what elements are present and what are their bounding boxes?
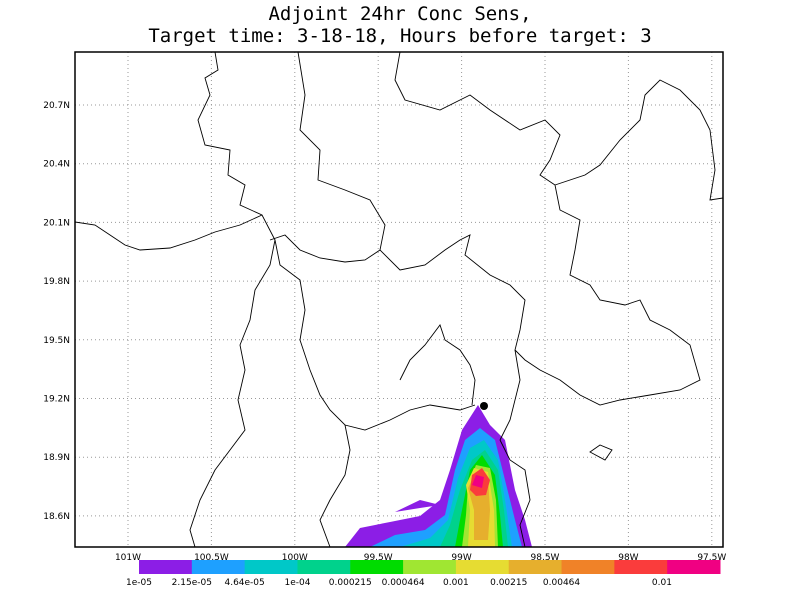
colorbar-label: 0.000464: [382, 578, 425, 588]
colorbar: 1e-05 2.15e-05 4.64e-05 1e-04 0.000215 0.0004…: [126, 560, 721, 588]
lat-tick-label: 18.6N: [43, 512, 70, 522]
colorbar-swatch: [350, 560, 404, 574]
colorbar-swatch: [244, 560, 298, 574]
plume-contour: [472, 475, 484, 488]
lat-tick-label: 18.9N: [43, 453, 70, 463]
state-borders: [75, 52, 723, 547]
colorbar-swatch: [455, 560, 510, 574]
title-line: Target time: 3-18-18, Hours before targe…: [148, 25, 651, 47]
colorbar-label: 1e-05: [126, 578, 152, 588]
title-line: Adjoint 24hr Conc Sens,: [268, 3, 531, 25]
colorbar-label: 1e-04: [284, 578, 310, 588]
colorbar-label: 0.00215: [490, 578, 527, 588]
colorbar-swatch: [191, 560, 246, 574]
colorbar-label: 0.00464: [543, 578, 580, 588]
plume: [345, 405, 532, 547]
lat-tick-label: 20.4N: [43, 160, 70, 170]
grid: [75, 52, 723, 547]
lat-tick-label: 19.2N: [43, 395, 70, 405]
lon-tick-label: 99.5W: [364, 553, 393, 563]
lon-tick-label: 97.5W: [697, 553, 726, 563]
target-marker: [480, 402, 488, 410]
colorbar-swatch: [139, 560, 193, 574]
axis-labels: 20.7N 20.4N 20.1N 19.8N 19.5N 19.2N 18.9N 18.6N…: [43, 101, 726, 563]
colorbar-label: 0.01: [652, 578, 672, 588]
colorbar-swatch: [667, 560, 721, 574]
colorbar-swatch: [614, 560, 668, 574]
colorbar-label: 2.15e-05: [172, 578, 212, 588]
lon-tick-label: 100W: [282, 553, 308, 563]
lon-tick-label: 99W: [451, 553, 471, 563]
lat-tick-label: 20.7N: [43, 101, 70, 111]
colorbar-swatch: [403, 560, 457, 574]
plume-contour: [395, 500, 440, 512]
colorbar-swatch: [561, 560, 615, 574]
colorbar-label: 0.000215: [329, 578, 372, 588]
lon-tick-label: 101W: [115, 553, 141, 563]
colorbar-label: 0.001: [443, 578, 469, 588]
lon-tick-label: 100.5W: [194, 553, 229, 563]
lon-tick-label: 98.5W: [531, 553, 560, 563]
lon-tick-label: 98W: [618, 553, 638, 563]
colorbar-swatch: [508, 560, 563, 574]
colorbar-label: 4.64e-05: [224, 578, 264, 588]
plot-frame: [74, 51, 724, 548]
map-layer: [75, 52, 723, 547]
lat-tick-label: 20.1N: [43, 218, 70, 228]
lat-tick-label: 19.5N: [43, 336, 70, 346]
lat-tick-label: 19.8N: [43, 277, 70, 287]
colorbar-swatch: [297, 560, 351, 574]
